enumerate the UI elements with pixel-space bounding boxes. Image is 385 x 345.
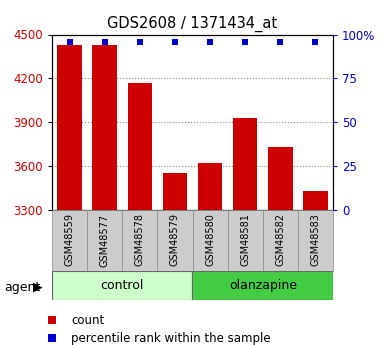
Text: count: count <box>71 314 104 327</box>
Text: GSM48559: GSM48559 <box>65 214 75 266</box>
FancyBboxPatch shape <box>263 210 298 271</box>
FancyBboxPatch shape <box>52 271 192 300</box>
FancyBboxPatch shape <box>52 210 87 271</box>
Text: control: control <box>100 279 144 292</box>
Bar <box>127 83 152 210</box>
Bar <box>303 191 328 210</box>
FancyBboxPatch shape <box>157 210 192 271</box>
Text: GSM48579: GSM48579 <box>170 214 180 266</box>
Text: GSM48578: GSM48578 <box>135 214 145 266</box>
Title: GDS2608 / 1371434_at: GDS2608 / 1371434_at <box>107 16 278 32</box>
FancyBboxPatch shape <box>298 210 333 271</box>
Bar <box>162 173 187 210</box>
Text: GSM48581: GSM48581 <box>240 214 250 266</box>
Text: GSM48577: GSM48577 <box>100 214 110 267</box>
Text: percentile rank within the sample: percentile rank within the sample <box>71 332 271 345</box>
Text: ▶: ▶ <box>33 280 42 294</box>
Text: agent: agent <box>4 280 40 294</box>
Bar <box>198 163 223 210</box>
Text: GSM48583: GSM48583 <box>310 214 320 266</box>
Text: GSM48582: GSM48582 <box>275 214 285 266</box>
FancyBboxPatch shape <box>192 271 333 300</box>
Bar <box>233 118 258 210</box>
FancyBboxPatch shape <box>192 210 228 271</box>
FancyBboxPatch shape <box>122 210 157 271</box>
Bar <box>57 45 82 210</box>
Text: olanzapine: olanzapine <box>229 279 297 292</box>
Text: GSM48580: GSM48580 <box>205 214 215 266</box>
Bar <box>92 45 117 210</box>
FancyBboxPatch shape <box>228 210 263 271</box>
FancyBboxPatch shape <box>87 210 122 271</box>
Bar <box>268 147 293 210</box>
